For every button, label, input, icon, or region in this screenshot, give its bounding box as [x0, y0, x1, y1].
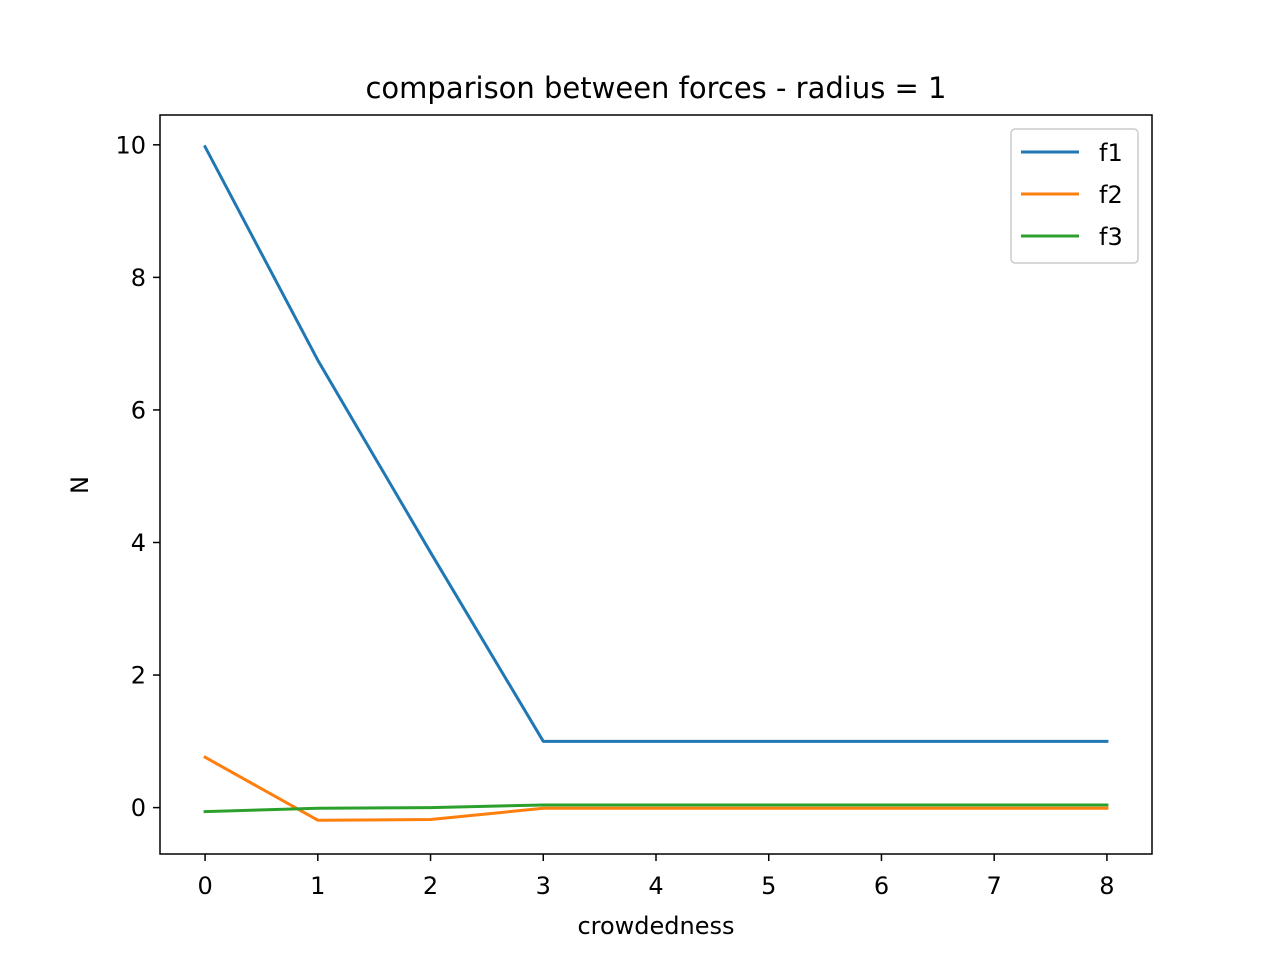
x-tick-label: 3 — [536, 872, 551, 900]
x-tick-label: 4 — [648, 872, 663, 900]
y-axis-ticks: 0 2 4 6 8 10 — [115, 131, 160, 822]
x-axis-title: crowdedness — [577, 912, 734, 940]
y-tick-label: 2 — [131, 662, 146, 690]
x-tick-label: 7 — [987, 872, 1002, 900]
x-tick-label: 5 — [761, 872, 776, 900]
legend-box — [1010, 128, 1139, 264]
x-axis-ticks: 0 1 2 3 4 5 6 7 8 — [197, 854, 1115, 900]
x-tick-label: 1 — [310, 872, 325, 900]
legend-label-f3: f3 — [1099, 223, 1123, 251]
x-tick-label: 6 — [874, 872, 889, 900]
y-axis-title: N — [66, 476, 94, 494]
y-tick-label: 0 — [131, 794, 146, 822]
x-tick-label: 8 — [1099, 872, 1114, 900]
legend: f1 f2 f3 — [1010, 128, 1139, 264]
x-tick-label: 0 — [197, 872, 212, 900]
y-tick-label: 4 — [131, 529, 146, 557]
series-line-f2 — [203, 755, 1109, 822]
y-tick-label: 6 — [131, 396, 146, 424]
series-layer — [203, 144, 1109, 822]
series-line-f3 — [203, 803, 1109, 814]
legend-label-f2: f2 — [1099, 181, 1123, 209]
x-tick-label: 2 — [423, 872, 438, 900]
series-line-f1 — [203, 144, 1109, 743]
legend-label-f1: f1 — [1099, 139, 1123, 167]
chart-title: comparison between forces - radius = 1 — [365, 71, 946, 105]
y-tick-label: 10 — [115, 131, 146, 159]
y-tick-label: 8 — [131, 264, 146, 292]
